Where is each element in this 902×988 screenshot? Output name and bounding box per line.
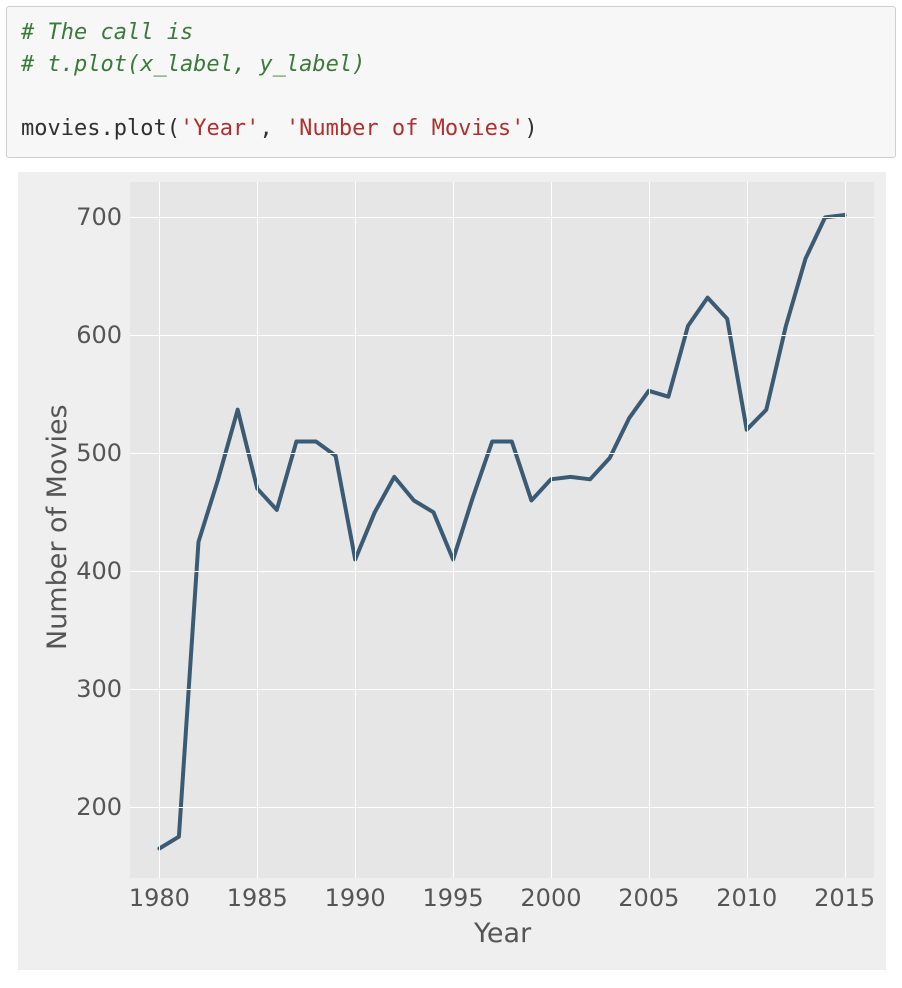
gridline-vertical xyxy=(551,182,552,878)
code-sep: , xyxy=(259,116,286,141)
code-string-2: 'Number of Movies' xyxy=(286,116,524,141)
gridline-horizontal xyxy=(130,335,874,336)
x-axis-label: Year xyxy=(474,918,531,949)
gridline-vertical xyxy=(355,182,356,878)
plot-area xyxy=(130,182,874,878)
code-string-1: 'Year' xyxy=(180,116,259,141)
x-tick-label: 1990 xyxy=(325,884,386,912)
y-tick-label: 500 xyxy=(62,439,122,467)
gridline-vertical xyxy=(747,182,748,878)
x-tick-label: 1995 xyxy=(423,884,484,912)
gridline-vertical xyxy=(453,182,454,878)
gridline-horizontal xyxy=(130,689,874,690)
y-tick-label: 200 xyxy=(62,793,122,821)
x-tick-label: 2000 xyxy=(520,884,581,912)
gridline-horizontal xyxy=(130,217,874,218)
y-tick-label: 300 xyxy=(62,675,122,703)
x-tick-label: 1980 xyxy=(129,884,190,912)
line-series xyxy=(130,182,874,878)
gridline-horizontal xyxy=(130,453,874,454)
code-call-suffix: ) xyxy=(524,116,537,141)
x-tick-label: 2015 xyxy=(814,884,875,912)
line-chart: Number of Movies Year 200300400500600700… xyxy=(18,172,886,970)
code-call-prefix: movies.plot( xyxy=(21,116,180,141)
gridline-horizontal xyxy=(130,571,874,572)
gridline-horizontal xyxy=(130,807,874,808)
x-tick-label: 1985 xyxy=(227,884,288,912)
code-comment-1: # The call is xyxy=(21,20,193,45)
gridline-vertical xyxy=(257,182,258,878)
gridline-vertical xyxy=(649,182,650,878)
line-path xyxy=(159,215,844,849)
gridline-vertical xyxy=(159,182,160,878)
x-tick-label: 2010 xyxy=(716,884,777,912)
gridline-vertical xyxy=(845,182,846,878)
y-tick-label: 600 xyxy=(62,321,122,349)
y-tick-label: 700 xyxy=(62,203,122,231)
y-tick-label: 400 xyxy=(62,557,122,585)
code-cell: # The call is # t.plot(x_label, y_label)… xyxy=(6,6,896,158)
x-tick-label: 2005 xyxy=(618,884,679,912)
code-comment-2: # t.plot(x_label, y_label) xyxy=(21,52,365,77)
